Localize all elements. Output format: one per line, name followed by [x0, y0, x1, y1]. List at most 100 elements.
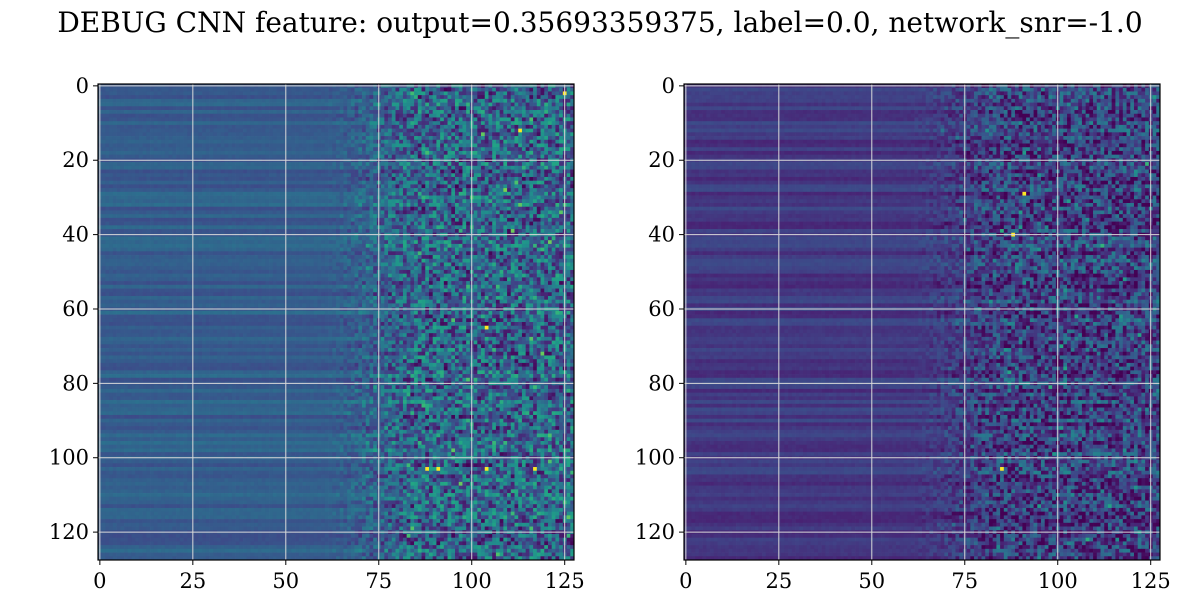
heatmap-cell	[128, 103, 132, 107]
heatmap-cell	[176, 110, 180, 114]
heatmap-cell	[154, 110, 158, 114]
heatmap-cell	[187, 88, 191, 92]
heatmap-cell	[131, 99, 135, 103]
heatmap-cell	[317, 91, 321, 95]
heatmap-cell	[384, 88, 388, 92]
heatmap-cell	[448, 99, 452, 103]
heatmap-cell	[358, 103, 362, 107]
heatmap-cell	[422, 88, 426, 92]
heatmap-cell	[410, 110, 414, 114]
heatmap-cell	[280, 110, 284, 114]
heatmap-cell	[555, 99, 559, 103]
heatmap-cell	[250, 88, 254, 92]
heatmap-cell	[451, 106, 455, 110]
heatmap-cell	[232, 91, 236, 95]
heatmap-cell	[269, 95, 273, 99]
heatmap-cell	[232, 99, 236, 103]
heatmap-cell	[555, 91, 559, 95]
heatmap-cell	[187, 106, 191, 110]
heatmap-cell	[124, 103, 128, 107]
heatmap-cell	[113, 95, 117, 99]
heatmap-cell	[362, 110, 366, 114]
heatmap-cell	[295, 103, 299, 107]
heatmap-cell	[477, 95, 481, 99]
heatmap-cell	[518, 99, 522, 103]
heatmap-cell	[541, 106, 545, 110]
heatmap-cell	[102, 106, 106, 110]
heatmap-cell	[102, 99, 106, 103]
heatmap-cell	[503, 91, 507, 95]
heatmap-cell	[109, 91, 113, 95]
heatmap-cell	[392, 91, 396, 95]
heatmap-cell	[329, 110, 333, 114]
heatmap-cell	[347, 110, 351, 114]
heatmap-cell	[440, 110, 444, 114]
heatmap-cell	[425, 106, 429, 110]
heatmap-cell	[172, 91, 176, 95]
heatmap-cell	[239, 110, 243, 114]
heatmap-cell	[250, 110, 254, 114]
heatmap-cell	[362, 91, 366, 95]
heatmap-cell	[466, 91, 470, 95]
heatmap-cell	[213, 99, 217, 103]
heatmap-cell	[124, 106, 128, 110]
heatmap-cell	[507, 110, 511, 114]
heatmap-cell	[295, 99, 299, 103]
heatmap-cell	[314, 88, 318, 92]
heatmap-cell	[221, 103, 225, 107]
heatmap-cell	[355, 91, 359, 95]
heatmap-cell	[351, 88, 355, 92]
heatmap-cell	[373, 88, 377, 92]
heatmap-cell	[351, 99, 355, 103]
heatmap-cell	[347, 103, 351, 107]
heatmap-cell	[369, 103, 373, 107]
heatmap-cell	[399, 110, 403, 114]
heatmap-cell	[529, 106, 533, 110]
heatmap-cell	[277, 91, 281, 95]
heatmap-cell	[544, 95, 548, 99]
heatmap-cell	[202, 95, 206, 99]
heatmap-cell	[403, 99, 407, 103]
heatmap-cell	[466, 88, 470, 92]
heatmap-cell	[262, 91, 266, 95]
heatmap-cell	[518, 103, 522, 107]
heatmap-cell	[113, 110, 117, 114]
heatmap-cell	[567, 95, 571, 99]
heatmap-cell	[485, 99, 489, 103]
heatmap-cell	[503, 95, 507, 99]
heatmap-cell	[418, 91, 422, 95]
heatmap-cell	[124, 99, 128, 103]
heatmap-cell	[243, 106, 247, 110]
heatmap-cell	[537, 91, 541, 95]
heatmap-cell	[236, 103, 240, 107]
heatmap-cell	[399, 95, 403, 99]
heatmap-cell	[158, 95, 162, 99]
heatmap-cell	[343, 106, 347, 110]
heatmap-cell	[440, 103, 444, 107]
heatmap-cell	[492, 95, 496, 99]
heatmap-cell	[228, 95, 232, 99]
heatmap-cell	[567, 99, 571, 103]
heatmap-cell	[396, 88, 400, 92]
heatmap-cell	[477, 88, 481, 92]
heatmap-cell	[552, 106, 556, 110]
heatmap-cell	[340, 91, 344, 95]
heatmap-cell	[280, 106, 284, 110]
heatmap-cell	[172, 99, 176, 103]
heatmap-cell	[317, 110, 321, 114]
heatmap-cell	[336, 95, 340, 99]
heatmap-cell	[236, 106, 240, 110]
heatmap-cell	[496, 91, 500, 95]
heatmap-cell	[537, 103, 541, 107]
heatmap-cell	[488, 99, 492, 103]
heatmap-cell	[247, 110, 251, 114]
heatmap-cell	[299, 99, 303, 103]
heatmap-cell	[224, 91, 228, 95]
heatmap-cell	[217, 106, 221, 110]
heatmap-cell	[165, 106, 169, 110]
heatmap-cell	[392, 99, 396, 103]
heatmap-cell	[552, 103, 556, 107]
heatmap-cell	[462, 103, 466, 107]
heatmap-cell	[329, 103, 333, 107]
heatmap-cell	[165, 99, 169, 103]
